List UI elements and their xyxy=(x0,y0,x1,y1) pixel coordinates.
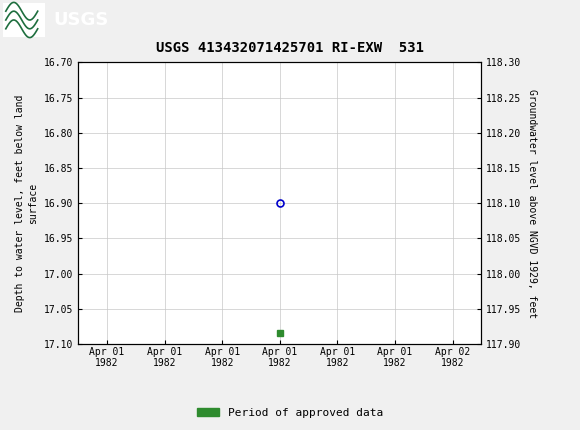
Legend: Period of approved data: Period of approved data xyxy=(193,403,387,422)
Text: USGS: USGS xyxy=(53,11,108,29)
Y-axis label: Groundwater level above NGVD 1929, feet: Groundwater level above NGVD 1929, feet xyxy=(527,89,537,318)
Text: USGS 413432071425701 RI-EXW  531: USGS 413432071425701 RI-EXW 531 xyxy=(156,41,424,55)
FancyBboxPatch shape xyxy=(3,3,45,37)
Y-axis label: Depth to water level, feet below land
surface: Depth to water level, feet below land su… xyxy=(15,95,38,312)
